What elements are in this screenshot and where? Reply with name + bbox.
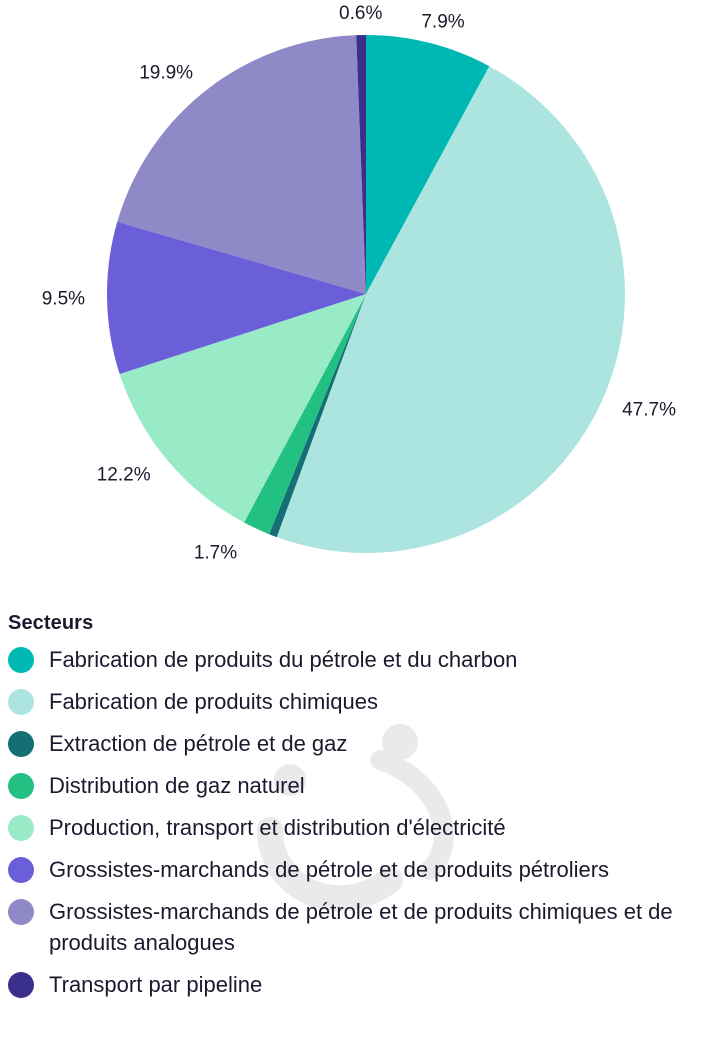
legend-swatch <box>8 689 34 715</box>
pie-slice <box>366 35 490 294</box>
slice-data-label: 0.6% <box>339 3 382 24</box>
legend-item: Grossistes-marchands de pétrole et de pr… <box>8 899 708 958</box>
pie-slice <box>117 35 366 295</box>
legend-swatch <box>8 857 34 883</box>
legend-item: Distribution de gaz naturel <box>8 773 708 801</box>
legend-item: Extraction de pétrole et de gaz <box>8 731 708 759</box>
legend-label: Transport par pipeline <box>49 972 263 997</box>
slice-data-label: 9.5% <box>42 288 85 309</box>
pie-slice <box>244 294 366 535</box>
legend-label: Fabrication de produits du pétrole et du… <box>49 647 518 672</box>
legend-label: Extraction de pétrole et de gaz <box>49 731 348 756</box>
slice-data-label: 1.7% <box>194 543 237 564</box>
legend-label: Grossistes-marchands de pétrole et de pr… <box>49 857 610 882</box>
legend-label: Production, transport et distribution d'… <box>49 815 506 840</box>
legend-item: Fabrication de produits du pétrole et du… <box>8 647 708 675</box>
legend: Secteurs Fabrication de produits du pétr… <box>8 612 708 1014</box>
pie-slice <box>356 35 366 294</box>
legend-swatch <box>8 899 34 925</box>
slice-data-label: 7.9% <box>421 12 464 33</box>
legend-items: Fabrication de produits du pétrole et du… <box>8 647 708 1000</box>
legend-label: Distribution de gaz naturel <box>49 773 305 798</box>
slice-data-label: 47.7% <box>622 400 676 421</box>
legend-swatch <box>8 773 34 799</box>
legend-item: Fabrication de produits chimiques <box>8 689 708 717</box>
pie-chart: 7.9% 47.7% 1.7% 12.2% 9.5% 19.9% 0.6% <box>42 3 676 564</box>
pie-slice <box>276 66 625 553</box>
legend-title: Secteurs <box>8 612 94 634</box>
legend-swatch <box>8 972 34 998</box>
legend-swatch <box>8 731 34 757</box>
legend-item: Transport par pipeline <box>8 972 708 1000</box>
legend-label: Grossistes-marchands de pétrole et de pr… <box>49 899 673 955</box>
slice-data-label: 12.2% <box>97 464 151 485</box>
watermark-logo-icon <box>257 724 454 912</box>
pie-slice <box>119 294 366 523</box>
legend-item: Production, transport et distribution d'… <box>8 815 708 843</box>
legend-label: Fabrication de produits chimiques <box>49 689 378 714</box>
legend-swatch <box>8 647 34 673</box>
slice-data-label: 19.9% <box>139 63 193 84</box>
legend-item: Grossistes-marchands de pétrole et de pr… <box>8 857 708 885</box>
pie-slice <box>269 294 366 538</box>
pie-slice <box>106 221 366 375</box>
legend-swatch <box>8 815 34 841</box>
